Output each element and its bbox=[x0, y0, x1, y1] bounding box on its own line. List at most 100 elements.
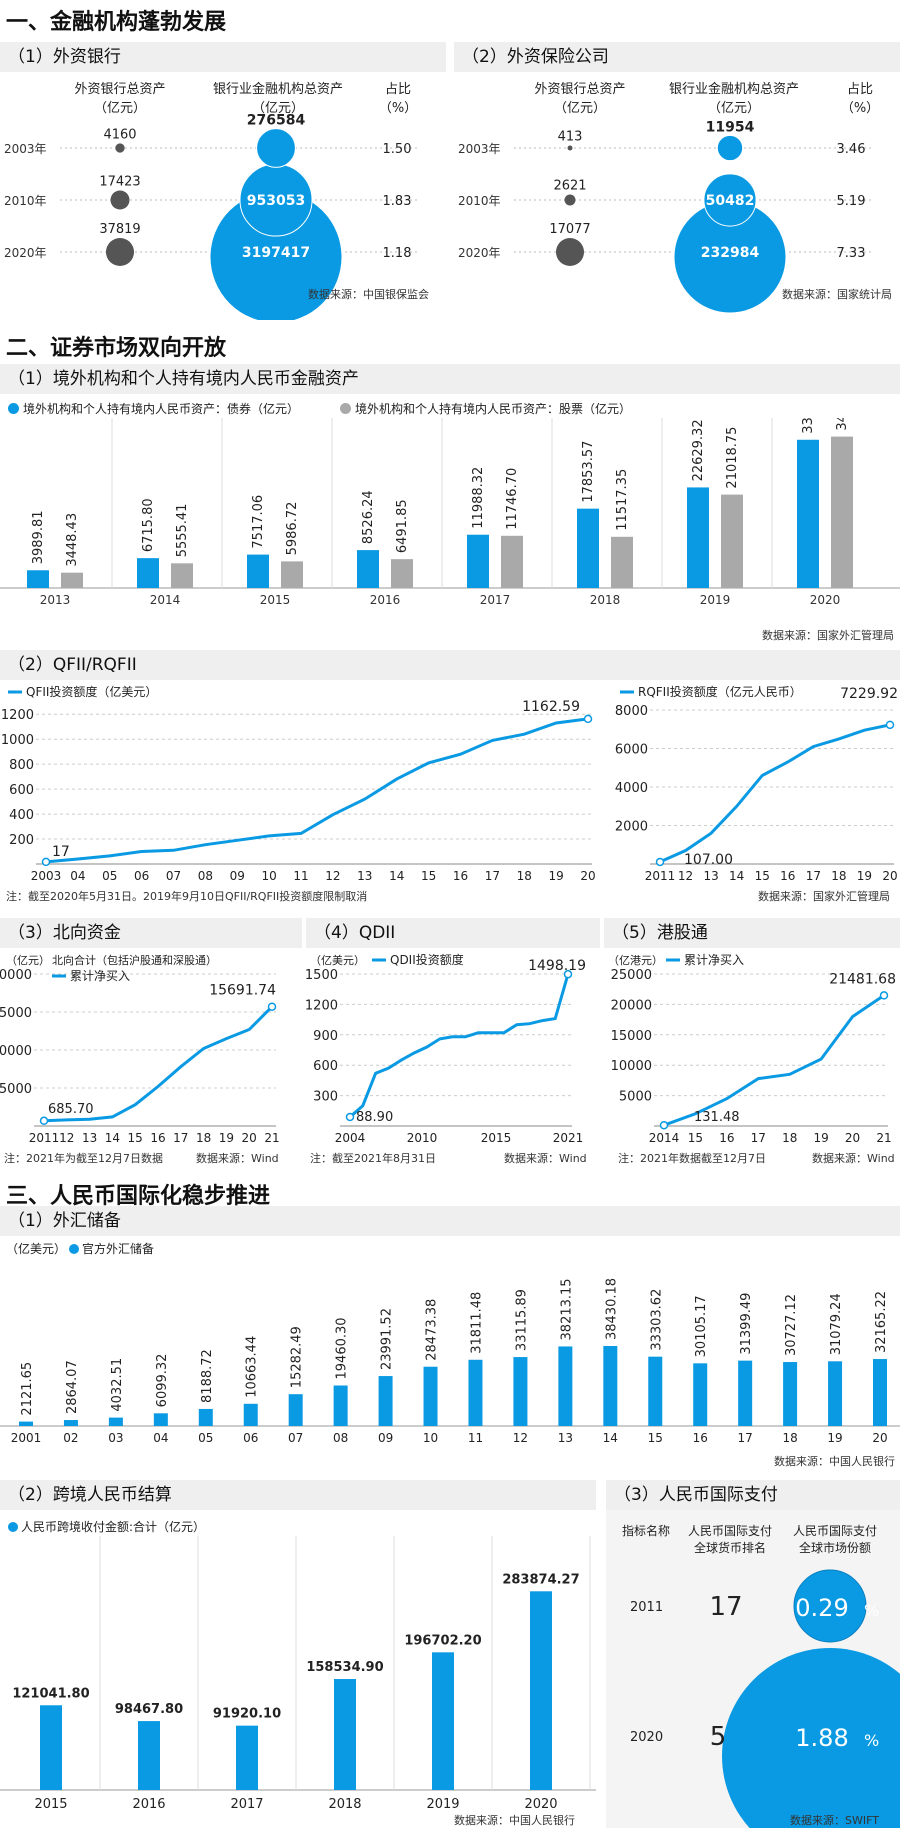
x-tick-label: 17 bbox=[738, 1431, 753, 1445]
bar bbox=[530, 1591, 552, 1790]
total-value-label: 11954 bbox=[706, 119, 755, 135]
north-unit: （亿元） bbox=[6, 954, 50, 967]
bar bbox=[687, 487, 709, 588]
x-tick-label: 2011 bbox=[645, 869, 676, 883]
x-tick-label: 10 bbox=[262, 869, 277, 883]
bar bbox=[783, 1362, 798, 1426]
banks-col1-header: 外资银行总资产 （亿元） bbox=[74, 82, 166, 116]
start-marker bbox=[41, 857, 51, 867]
rqfii-legend: RQFII投资额度（亿元人民币） bbox=[638, 684, 802, 699]
bar bbox=[281, 561, 303, 588]
x-tick-label: 05 bbox=[198, 1431, 213, 1445]
bar bbox=[468, 1359, 483, 1426]
payments-col1: 人民币国际支付 全球货币排名 bbox=[687, 1524, 772, 1555]
holdings-legend-stock: 境外机构和个人持有境内人民币资产：股票（亿元） bbox=[340, 400, 631, 417]
bar bbox=[63, 1420, 78, 1426]
bar bbox=[153, 1413, 168, 1426]
holdings-subtitle: （1）境外机构和个人持有境内人民币金融资产 bbox=[0, 364, 900, 394]
bar-value-label: 17853.57 bbox=[581, 441, 596, 503]
rank-value-label: 5 bbox=[710, 1722, 727, 1752]
bar-value-label: 30727.12 bbox=[784, 1294, 799, 1356]
south-legend: 累计净买入 bbox=[684, 953, 744, 967]
share-bubble bbox=[722, 1648, 900, 1828]
x-tick-label: 2018 bbox=[590, 593, 621, 607]
bar-value-label: 19460.30 bbox=[335, 1317, 350, 1379]
share-value-label: 1.88 bbox=[795, 1724, 848, 1752]
reserves-legend: （亿美元） 官方外汇储备 bbox=[6, 1242, 155, 1256]
x-tick-label: 19 bbox=[857, 869, 872, 883]
x-tick-label: 2020 bbox=[810, 593, 841, 607]
bar-value-label: 28473.38 bbox=[425, 1299, 440, 1361]
qdii-legend: QDII投资额度 bbox=[390, 952, 464, 967]
x-tick-label: 13 bbox=[558, 1431, 573, 1445]
section-1-title: 一、金融机构蓬勃发展 bbox=[6, 10, 227, 35]
last-value-label: 1498.19 bbox=[528, 958, 586, 974]
x-tick-label: 12 bbox=[325, 869, 340, 883]
x-tick-label: 2010 bbox=[407, 1131, 438, 1145]
x-tick-label: 15 bbox=[421, 869, 436, 883]
settlement-subtitle: （2）跨境人民币结算 bbox=[0, 1480, 596, 1510]
x-tick-label: 2003 bbox=[31, 869, 62, 883]
bar-value-label: 3448.43 bbox=[65, 513, 80, 567]
first-value-label: 17 bbox=[52, 844, 70, 860]
foreign-bubble bbox=[556, 238, 584, 266]
y-tick-label: 200 bbox=[9, 833, 34, 848]
bar bbox=[648, 1356, 663, 1426]
bar-value-label: 33115.89 bbox=[514, 1289, 529, 1351]
bar-value-label: 8188.72 bbox=[200, 1349, 215, 1403]
rank-value-label: 17 bbox=[709, 1592, 742, 1622]
bar-value-label: 8526.24 bbox=[361, 490, 376, 544]
banks-col2-header: 银行业金融机构总资产 （亿元） bbox=[212, 82, 343, 116]
north-legend-title: 北向合计（包括沪股通和深股通） bbox=[52, 953, 217, 967]
x-tick-label: 18 bbox=[782, 1131, 797, 1145]
bar-value-label: 2121.65 bbox=[20, 1362, 35, 1416]
settlement-bar-chart: 121041.80 2015 98467.80 2016 91920.10 2017 158… bbox=[0, 1536, 596, 1812]
bar bbox=[40, 1705, 62, 1790]
x-tick-label: 08 bbox=[198, 869, 213, 883]
qdii-subtitle: （4）QDII bbox=[306, 918, 600, 948]
x-tick-label: 2018 bbox=[328, 1797, 361, 1812]
x-tick-label: 19 bbox=[548, 869, 563, 883]
qdii-unit: （亿美元） bbox=[310, 954, 365, 967]
bar bbox=[603, 1346, 618, 1426]
bar-value-label: 10663.44 bbox=[245, 1336, 260, 1398]
bar-value-label: 121041.80 bbox=[12, 1686, 89, 1701]
holdings-bar-chart: 2013 3989.81 3448.43 2014 6715.80 5555.41 2015… bbox=[0, 418, 900, 607]
x-tick-label: 2016 bbox=[370, 593, 401, 607]
share-value-label: 5.19 bbox=[837, 194, 866, 209]
bar-value-label: 196702.20 bbox=[404, 1633, 481, 1648]
row-year-label: 2020年 bbox=[4, 246, 47, 260]
bar-value-label: 11517.35 bbox=[615, 469, 630, 531]
bar-value-label: 38430.18 bbox=[604, 1278, 619, 1340]
reserves-bar-chart: 2121.65 2001 2864.07 02 4032.51 03 6099.32 04 81… bbox=[0, 1278, 900, 1445]
qfii-legend: QFII投资额度（亿美元） bbox=[26, 684, 157, 699]
bar bbox=[828, 1361, 843, 1426]
bar-value-label: 23991.52 bbox=[380, 1308, 395, 1370]
bar bbox=[108, 1417, 123, 1426]
share-pct-label: % bbox=[864, 1731, 879, 1750]
y-tick-label: 5000 bbox=[0, 1082, 32, 1097]
first-value-label: 685.70 bbox=[48, 1102, 94, 1117]
bar-value-label: 2864.07 bbox=[65, 1360, 80, 1414]
qfii-line-chart: 200 400 600 800 1000 1200 2003 04 05 06 07 08 09 10 11… bbox=[1, 684, 596, 883]
start-marker bbox=[655, 857, 665, 867]
x-tick-label: 09 bbox=[230, 869, 245, 883]
north-note: 注：2021年为截至12月7日数据 bbox=[4, 1152, 163, 1165]
x-tick-label: 13 bbox=[703, 869, 718, 883]
x-tick-label: 19 bbox=[219, 1131, 234, 1145]
x-tick-label: 2013 bbox=[40, 593, 71, 607]
row-year-label: 2010年 bbox=[4, 194, 47, 208]
x-tick-label: 2019 bbox=[426, 1797, 459, 1812]
y-tick-label: 1500 bbox=[306, 968, 338, 983]
south-line-chart: 5000 10000 15000 20000 25000 2014 15 16 17 18 19 20… bbox=[608, 953, 896, 1145]
share-value-label: 0.29 bbox=[795, 1594, 848, 1622]
y-tick-label: 1200 bbox=[306, 998, 338, 1013]
y-tick-label: 4000 bbox=[615, 781, 648, 796]
foreign-bubble bbox=[564, 194, 576, 206]
series-line bbox=[45, 717, 589, 864]
x-tick-label: 18 bbox=[782, 1431, 797, 1445]
last-value-label: 15691.74 bbox=[209, 983, 276, 999]
bar bbox=[334, 1679, 356, 1790]
bar bbox=[236, 1725, 258, 1790]
bar bbox=[797, 439, 819, 588]
